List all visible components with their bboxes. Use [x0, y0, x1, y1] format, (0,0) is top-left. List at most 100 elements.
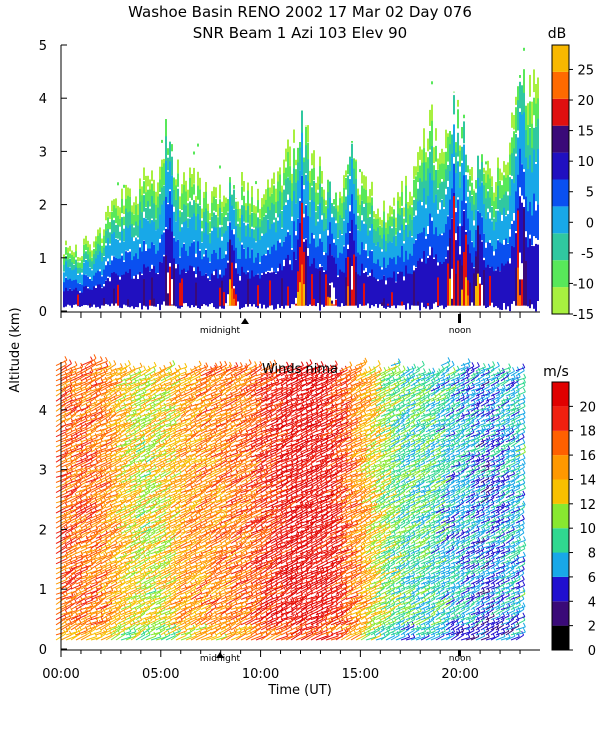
- snr-cell: [471, 210, 473, 242]
- wind-barb: [60, 446, 73, 453]
- snr-cell: [173, 237, 175, 261]
- snr-cell: [151, 277, 153, 306]
- wind-barb: [135, 541, 146, 549]
- wind-barb: [125, 533, 137, 539]
- snr-cell: [503, 194, 505, 213]
- wind-barb: [115, 425, 126, 433]
- wind-barb: [85, 528, 98, 534]
- wind-barb: [110, 590, 122, 595]
- snr-cell: [353, 254, 355, 306]
- snr-cell: [473, 204, 475, 221]
- wind-barb: [175, 477, 187, 483]
- wind-barb: [170, 630, 181, 636]
- wind-barb: [80, 374, 93, 382]
- snr-cell: [315, 212, 317, 230]
- wind-barb: [150, 521, 162, 529]
- snr-cell: [219, 165, 221, 169]
- snr-cell: [491, 206, 493, 221]
- snr-cell: [253, 205, 255, 218]
- wind-barb-flag: [129, 622, 133, 627]
- wind-barb: [90, 551, 102, 560]
- wind-barb: [100, 420, 112, 428]
- snr-y-tick-label: 0: [39, 305, 47, 320]
- snr-cell: [357, 274, 359, 308]
- wind-barb-flag: [158, 408, 162, 413]
- wind-barb: [80, 624, 92, 631]
- wind-barb: [90, 529, 103, 534]
- wind-barb: [130, 610, 143, 616]
- snr-cell: [79, 272, 81, 284]
- wind-barb-flag: [213, 457, 217, 462]
- wind-barb-flag: [158, 632, 162, 638]
- wind-barb: [155, 488, 167, 494]
- wind-barb-flag: [189, 570, 193, 576]
- wind-barb: [145, 417, 156, 422]
- wind-barb: [200, 614, 213, 621]
- snr-cell: [237, 258, 239, 274]
- wind-barb: [65, 489, 77, 499]
- wind-barb-flag: [109, 487, 113, 493]
- wind-barb: [150, 389, 161, 397]
- wind-barb: [175, 630, 187, 636]
- wind-barb: [155, 478, 168, 483]
- snr-cell: [255, 226, 257, 242]
- snr-cell: [143, 181, 145, 194]
- wind-barb-flag: [173, 466, 177, 472]
- wind-barb: [60, 578, 73, 585]
- snr-cell: [355, 200, 357, 230]
- wind-barb: [90, 548, 103, 555]
- wind-barb-flag: [95, 524, 99, 530]
- wind-barb: [165, 635, 176, 641]
- wind-barb: [95, 495, 107, 504]
- wind-barb: [190, 492, 203, 499]
- wind-barb: [80, 549, 93, 555]
- wind-barb: [130, 483, 142, 489]
- snr-cell: [329, 285, 331, 306]
- snr-cell: [111, 212, 113, 226]
- wind-barb: [190, 547, 202, 555]
- wind-barb-flag: [94, 451, 98, 456]
- snr-cell: [415, 176, 417, 200]
- snr-cell: [219, 227, 221, 253]
- snr-cell: [147, 175, 149, 187]
- wind-barb: [140, 628, 150, 636]
- wind-barb: [130, 371, 141, 377]
- snr-cell: [415, 166, 417, 176]
- snr-cell: [487, 160, 489, 177]
- wind-barb: [165, 441, 177, 448]
- snr-cell: [421, 205, 423, 238]
- wind-barb: [175, 446, 188, 453]
- wind-barb: [70, 517, 82, 524]
- snr-cell: [361, 220, 363, 245]
- wind-barb: [105, 431, 118, 438]
- snr-cell: [159, 214, 161, 239]
- snr-cell: [99, 227, 101, 234]
- snr-cell: [437, 169, 439, 189]
- snr-cell: [311, 168, 313, 186]
- wind-barb: [185, 635, 197, 641]
- wind-barb: [165, 572, 177, 580]
- snr-cell: [255, 181, 257, 185]
- snr-cell: [333, 199, 335, 205]
- snr-cell: [213, 226, 215, 257]
- wind-barb: [165, 415, 177, 422]
- wind-barb: [155, 452, 167, 458]
- wind-barb: [155, 538, 168, 544]
- wind-barb: [95, 542, 108, 549]
- wind-barb: [170, 623, 182, 631]
- wind-barb: [105, 493, 118, 499]
- wind-barb: [80, 457, 94, 463]
- snr-cell: [91, 250, 93, 257]
- wind-barb: [105, 440, 117, 448]
- wind-barb: [60, 379, 72, 387]
- wind-barb: [145, 573, 157, 580]
- snr-cell: [507, 214, 509, 244]
- snr-cell: [433, 180, 435, 208]
- wind-barb: [60, 394, 73, 402]
- wind-barb: [175, 634, 187, 641]
- snr-cell: [139, 189, 141, 202]
- wind-barb: [115, 455, 127, 463]
- snr-cell: [181, 212, 183, 225]
- wind-barb: [165, 518, 177, 524]
- wind-barb: [60, 399, 73, 407]
